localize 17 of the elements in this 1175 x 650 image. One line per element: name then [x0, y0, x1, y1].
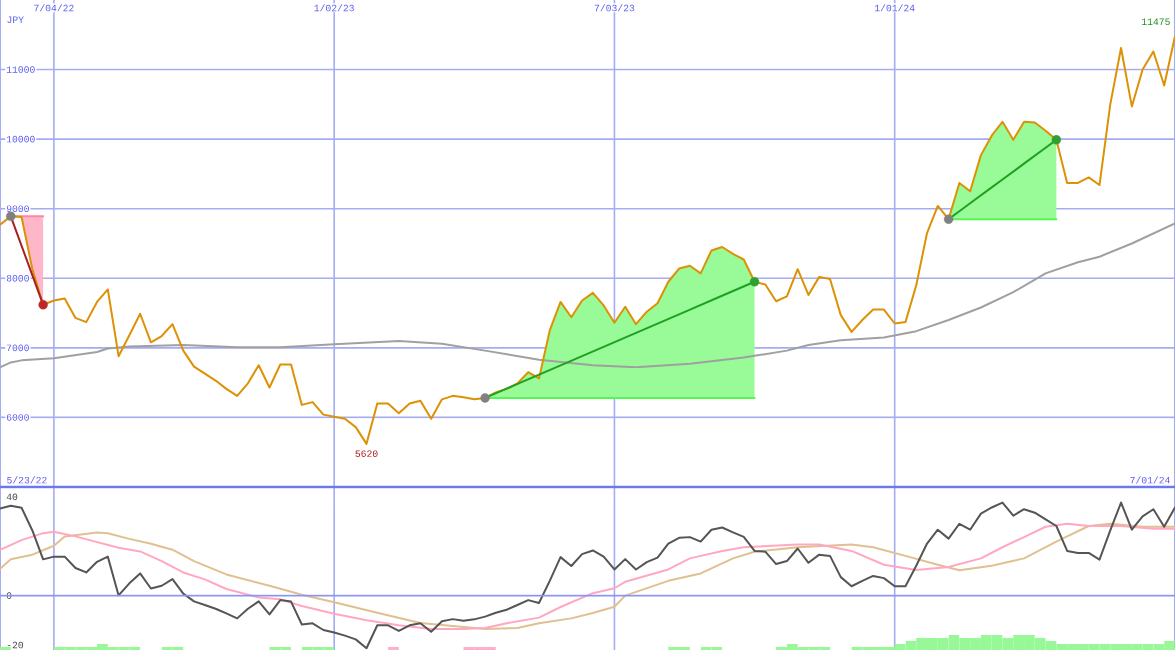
- x-tick-label: 7/04/22: [34, 4, 74, 12]
- annotation: 7/01/24: [1130, 476, 1170, 484]
- annotation: 5/23/22: [7, 476, 47, 484]
- y-tick-label: 11000: [6, 66, 35, 73]
- x-tick-label: 7/03/23: [594, 4, 635, 12]
- y-axis-title: JPY: [7, 16, 24, 24]
- x-tick-label: 1/02/23: [314, 4, 354, 12]
- y-tick-label: 10000: [6, 135, 35, 143]
- y-tick-label: 8000: [6, 274, 29, 282]
- x-tick-label: 1/01/24: [875, 4, 915, 12]
- y-tick-label: -20: [7, 641, 24, 649]
- annotation: 11475: [1142, 18, 1170, 25]
- y-tick-label: 7000: [6, 344, 29, 352]
- annotation: 5620: [355, 450, 378, 457]
- y-tick-label: 9000: [6, 205, 29, 212]
- y-tick-label: 6000: [6, 414, 29, 421]
- y-tick-label: 40: [6, 493, 18, 501]
